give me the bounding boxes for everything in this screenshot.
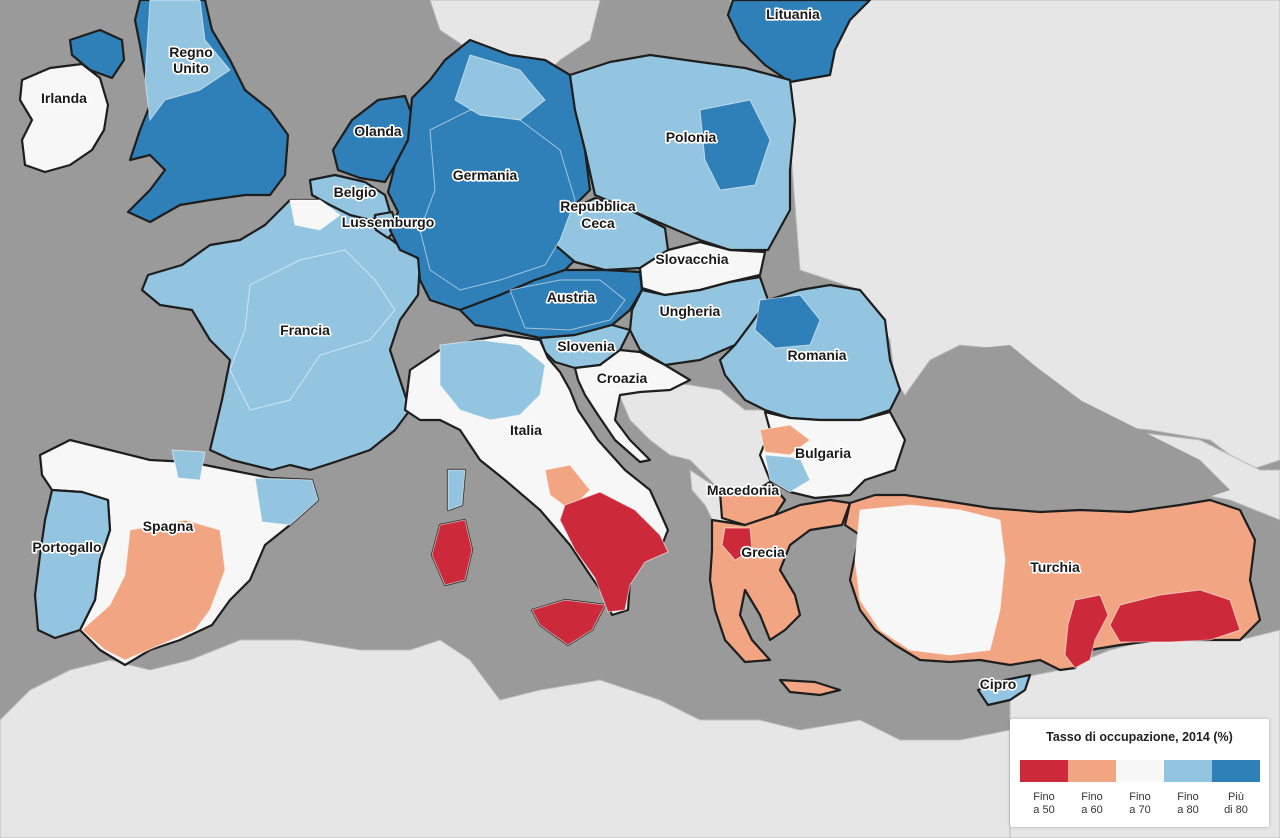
region-austria-west	[509, 279, 626, 331]
region-spain-south	[81, 519, 226, 661]
legend-title: Tasso di occupazione, 2014 (%)	[1046, 730, 1233, 744]
legend-swatch-fino-a-70	[1116, 760, 1164, 782]
legend-label-fino-a-50: Fino a 50	[1020, 791, 1068, 817]
label-polonia: Polonia	[666, 129, 717, 145]
legend-label-line2: a 70	[1129, 804, 1151, 816]
label-olanda: Olanda	[354, 123, 402, 139]
region-sardinia	[431, 519, 473, 586]
region-turkey-west	[854, 504, 1006, 656]
label-ceca: Ceca	[581, 215, 615, 231]
label-grecia: Grecia	[741, 544, 785, 560]
region-spain-ne	[254, 477, 319, 526]
region-corsica	[447, 469, 466, 511]
label-germania: Germania	[453, 167, 518, 183]
region-italy-north	[439, 339, 546, 421]
label-repubblica: Repubblica	[560, 198, 636, 214]
region-turkey-se	[1109, 589, 1241, 643]
country-labels: Lituania Regno Unito Irlanda Olanda Polo…	[31, 4, 1082, 693]
legend-label-fino-a-60: Fino a 60	[1068, 791, 1116, 817]
label-bulgaria: Bulgaria	[795, 445, 851, 461]
legend-label-line1: Più	[1228, 791, 1244, 803]
regional-shading	[81, 0, 1241, 669]
region-germany-north	[454, 54, 546, 121]
label-lussemburgo: Lussemburgo	[342, 214, 435, 230]
label-romania: Romania	[787, 347, 846, 363]
legend-label-line2: a 80	[1177, 804, 1199, 816]
region-bulgaria-west	[759, 424, 811, 456]
region-france-centre	[229, 249, 396, 411]
region-turkey-adana	[1064, 594, 1109, 669]
legend-label-line1: Fino	[1177, 791, 1199, 803]
label-lituania: Lituania	[766, 6, 820, 22]
legend-label-fino-a-80: Fino a 80	[1164, 791, 1212, 817]
country-cipro	[976, 673, 1032, 707]
region-bulgaria-sw	[764, 454, 811, 493]
country-macedonia	[718, 480, 787, 527]
legend: Tasso di occupazione, 2014 (%) Fino a 50…	[1010, 719, 1269, 827]
legend-label-line1: Fino	[1081, 791, 1103, 803]
region-sicily	[531, 599, 606, 646]
label-regno-unito: Regno	[169, 44, 213, 60]
label-belgio: Belgio	[334, 184, 377, 200]
label-turchia: Turchia	[1030, 559, 1080, 575]
legend-swatch-fino-a-60	[1068, 760, 1116, 782]
region-uk-north	[144, 0, 231, 122]
legend-label-line2: a 50	[1033, 804, 1055, 816]
label-slovenia: Slovenia	[557, 338, 615, 354]
black-sea	[890, 345, 1230, 505]
country-portogallo	[33, 488, 112, 640]
label-macedonia: Macedonia	[707, 482, 780, 498]
label-regno-unito-2: Unito	[173, 60, 209, 76]
label-austria: Austria	[547, 289, 595, 305]
label-francia: Francia	[280, 322, 330, 338]
legend-swatch-piu-di-80	[1212, 760, 1260, 782]
legend-label-line2: di 80	[1224, 804, 1248, 816]
label-slovacchia: Slovacchia	[655, 251, 728, 267]
region-romania-north	[754, 294, 821, 349]
legend-label-line1: Fino	[1129, 791, 1151, 803]
legend-label-piu-di-80: Più di 80	[1212, 791, 1260, 817]
legend-swatch-fino-a-80	[1164, 760, 1212, 782]
label-croazia: Croazia	[597, 370, 648, 386]
region-france-north	[289, 199, 341, 231]
region-poland-warsaw	[699, 99, 771, 191]
region-spain-north	[171, 449, 206, 481]
legend-label-fino-a-70: Fino a 70	[1116, 791, 1164, 817]
label-ungheria: Ungheria	[660, 303, 721, 319]
country-lituania	[726, 0, 872, 84]
label-cipro: Cipro	[980, 676, 1017, 692]
legend-label-line1: Fino	[1033, 791, 1055, 803]
legend-swatch-fino-a-50	[1020, 760, 1068, 782]
label-italia: Italia	[510, 422, 542, 438]
label-portogallo: Portogallo	[32, 539, 101, 555]
label-irlanda: Irlanda	[41, 90, 87, 106]
region-italy-south	[559, 491, 669, 613]
region-greece-west	[721, 527, 753, 561]
label-spagna: Spagna	[143, 518, 194, 534]
country-croazia	[573, 348, 692, 464]
legend-label-line2: a 60	[1081, 804, 1103, 816]
